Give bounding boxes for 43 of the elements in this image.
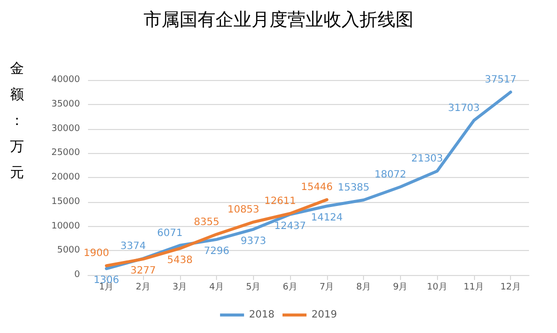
data-label: 12437 [274, 220, 306, 232]
x-tick-label: 11月 [464, 282, 484, 292]
x-tick-label: 12月 [500, 282, 521, 292]
y-tick-label: 25000 [51, 148, 80, 158]
x-tick-label: 7月 [320, 282, 334, 292]
data-label: 12611 [264, 196, 296, 208]
data-label: 37517 [484, 74, 517, 86]
x-tick-label: 1月 [99, 282, 114, 292]
x-tick-label: 6月 [282, 282, 298, 292]
y-tick-label: 35000 [51, 99, 80, 110]
data-label: 14124 [310, 212, 343, 224]
x-tick-label: 10月 [426, 282, 448, 292]
y-tick-label: 40000 [51, 75, 80, 85]
data-label: 21303 [411, 154, 444, 165]
legend-label: 2018 [249, 310, 275, 320]
data-label: 1900 [84, 248, 110, 260]
data-label: 6071 [157, 228, 183, 239]
x-tick-label: 9月 [393, 282, 408, 292]
data-label: 8355 [194, 216, 220, 228]
y-axis-title: 金额：万元 [10, 61, 24, 181]
y-tick-label: 20000 [51, 172, 80, 182]
data-label: 15385 [338, 182, 370, 194]
y-tick-label: 0 [74, 270, 80, 280]
data-label: 5438 [167, 254, 193, 266]
data-label: 31703 [448, 102, 480, 114]
y-tick-label: 15000 [51, 196, 80, 207]
data-label: 15446 [300, 182, 333, 194]
y-tick-label: 5000 [57, 246, 80, 256]
data-label: 10853 [227, 204, 260, 216]
legend-label: 2019 [312, 310, 337, 320]
x-tick-label: 3月 [172, 282, 188, 292]
data-label: 3277 [130, 266, 156, 277]
x-tick-label: 8月 [356, 282, 371, 292]
data-label: 3374 [120, 241, 146, 252]
x-tick-label: 2月 [136, 282, 150, 292]
data-label: 7296 [204, 246, 230, 257]
y-tick-label: 30000 [51, 124, 80, 134]
chart-title: 市属国有企业月度营业收入折线图 [144, 10, 414, 30]
x-tick-label: 5月 [246, 282, 261, 292]
y-tick-label: 10000 [51, 221, 80, 232]
x-tick-label: 4月 [209, 282, 224, 292]
data-label: 18072 [374, 169, 406, 180]
data-label: 9373 [240, 236, 266, 247]
